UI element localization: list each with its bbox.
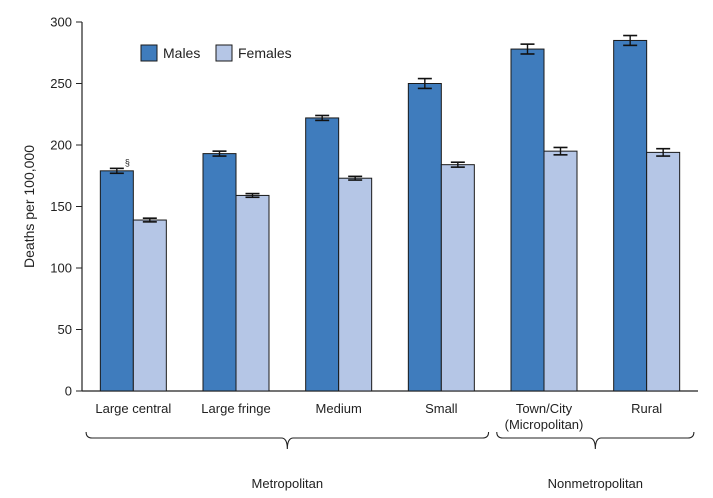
category-groups: Metropolitan Nonmetropolitan: [85, 431, 695, 491]
annotation-mark: §: [125, 157, 130, 167]
bar-males-3: [407, 83, 442, 392]
legend: Males Females: [140, 44, 292, 62]
x-category-label-line2: (Micropolitan): [505, 417, 584, 432]
x-category-label: Rural: [631, 401, 662, 416]
legend-label: Males: [163, 45, 200, 61]
bar-females-1: [235, 194, 270, 392]
group-brace: [85, 431, 490, 450]
bars: §: [99, 34, 681, 392]
bar-females-3: [440, 164, 475, 392]
x-category-label: Town/City: [516, 401, 573, 416]
y-tick-label: 250: [50, 76, 72, 91]
legend-swatch-females: [215, 44, 233, 62]
y-tick-label: 200: [50, 138, 72, 153]
y-tick-label: 100: [50, 261, 72, 276]
y-tick-label: 0: [65, 384, 72, 399]
bar-females-2: [338, 177, 373, 392]
y-tick-label: 50: [58, 322, 72, 337]
x-category-label: Medium: [316, 401, 362, 416]
x-category-label: Large fringe: [201, 401, 270, 416]
bar-females-4: [543, 150, 578, 392]
x-category-label: Large central: [95, 401, 171, 416]
bar-females-0: [132, 219, 167, 392]
y-axis-title: Deaths per 100,000: [21, 145, 37, 268]
y-tick-label: 150: [50, 199, 72, 214]
group-label: Metropolitan: [252, 476, 324, 491]
bar-males-1: [202, 153, 237, 392]
bar-females-5: [646, 151, 681, 392]
group-brace: [496, 431, 695, 450]
axes: 0 50 100 150 200 250 300 Deaths per 100,000 Larg…: [21, 15, 698, 432]
legend-label: Females: [238, 45, 292, 61]
y-tick-label: 300: [50, 15, 72, 30]
group-label: Nonmetropolitan: [548, 476, 643, 491]
bar-males-0: [99, 170, 134, 392]
bar-males-5: [613, 39, 648, 392]
x-category-label: Small: [425, 401, 458, 416]
legend-swatch-males: [140, 44, 158, 62]
bar-males-4: [510, 48, 545, 392]
bar-males-2: [305, 117, 340, 392]
